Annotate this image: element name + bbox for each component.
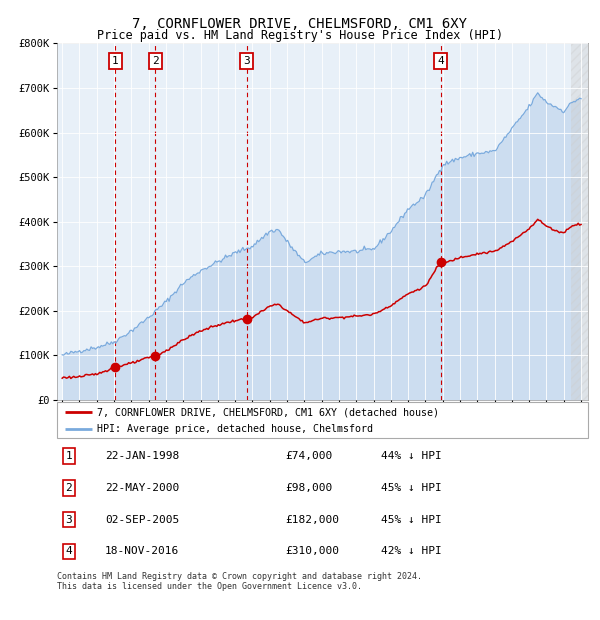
Text: 1: 1 (112, 56, 118, 66)
Text: HPI: Average price, detached house, Chelmsford: HPI: Average price, detached house, Chel… (97, 424, 373, 435)
Text: 2: 2 (152, 56, 159, 66)
Text: Price paid vs. HM Land Registry's House Price Index (HPI): Price paid vs. HM Land Registry's House … (97, 29, 503, 42)
Text: 18-NOV-2016: 18-NOV-2016 (105, 546, 179, 556)
Text: 22-MAY-2000: 22-MAY-2000 (105, 483, 179, 493)
Text: 4: 4 (65, 546, 72, 556)
Text: 44% ↓ HPI: 44% ↓ HPI (381, 451, 442, 461)
Text: 42% ↓ HPI: 42% ↓ HPI (381, 546, 442, 556)
Text: 3: 3 (244, 56, 250, 66)
Text: £98,000: £98,000 (286, 483, 332, 493)
Text: 45% ↓ HPI: 45% ↓ HPI (381, 483, 442, 493)
Text: £74,000: £74,000 (286, 451, 332, 461)
Text: £310,000: £310,000 (286, 546, 340, 556)
Text: 2: 2 (65, 483, 72, 493)
Text: 45% ↓ HPI: 45% ↓ HPI (381, 515, 442, 525)
Text: 02-SEP-2005: 02-SEP-2005 (105, 515, 179, 525)
Text: This data is licensed under the Open Government Licence v3.0.: This data is licensed under the Open Gov… (57, 582, 362, 591)
Text: 7, CORNFLOWER DRIVE, CHELMSFORD, CM1 6XY: 7, CORNFLOWER DRIVE, CHELMSFORD, CM1 6XY (133, 17, 467, 32)
Text: 4: 4 (437, 56, 444, 66)
Text: 22-JAN-1998: 22-JAN-1998 (105, 451, 179, 461)
Text: £182,000: £182,000 (286, 515, 340, 525)
Text: 1: 1 (65, 451, 72, 461)
Text: Contains HM Land Registry data © Crown copyright and database right 2024.: Contains HM Land Registry data © Crown c… (57, 572, 422, 581)
Bar (571, 43, 588, 400)
Text: 3: 3 (65, 515, 72, 525)
Text: 7, CORNFLOWER DRIVE, CHELMSFORD, CM1 6XY (detached house): 7, CORNFLOWER DRIVE, CHELMSFORD, CM1 6XY… (97, 407, 439, 417)
